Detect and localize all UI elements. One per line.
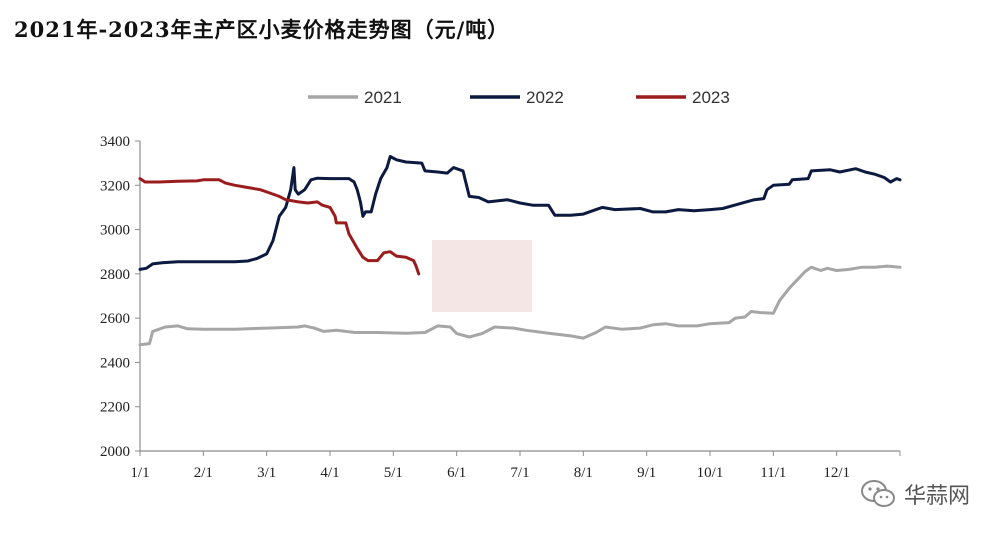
mysteel-watermark [432,240,532,312]
source-watermark: 华蒜网 [860,478,970,510]
x-tick-label: 4/1 [320,465,339,481]
x-tick-label: 7/1 [510,465,529,481]
x-tick-label: 6/1 [447,465,466,481]
y-tick-label: 3200 [100,178,130,194]
y-tick-label: 2800 [100,267,130,283]
legend-label-2021: 2021 [364,88,402,107]
x-tick-label: 3/1 [257,465,276,481]
legend-label-2022: 2022 [526,88,564,107]
y-tick-label: 2200 [100,400,130,416]
chart-series [138,155,902,347]
y-tick-label: 2000 [100,444,130,460]
y-tick-label: 2600 [100,311,130,327]
legend-label-2023: 2023 [692,88,730,107]
chart-title: 2021年-2023年主产区小麦价格走势图（元/吨） [14,17,510,42]
series-line-2021 [138,264,902,347]
series-line-2022 [138,155,902,271]
x-tick-label: 12/1 [823,465,850,481]
source-label: 华蒜网 [904,484,971,509]
x-tick-label: 11/1 [760,465,786,481]
x-tick-label: 5/1 [384,465,403,481]
y-tick-label: 3400 [100,134,130,150]
x-tick-label: 9/1 [637,465,656,481]
x-tick-label: 8/1 [574,465,593,481]
x-tick-label: 10/1 [697,465,724,481]
x-tick-label: 2/1 [194,465,213,481]
y-tick-label: 2400 [100,355,130,371]
series-line-2023 [138,177,421,276]
chart-axes: 2000 2200 2400 2600 2800 3000 3200 3400 1/1 2/1 3/… [100,134,901,481]
chart-legend: 2021 2022 2023 [308,88,730,107]
x-tick-label: 1/1 [130,465,149,481]
y-tick-label: 3000 [100,223,130,239]
wechat-icon [861,480,895,507]
